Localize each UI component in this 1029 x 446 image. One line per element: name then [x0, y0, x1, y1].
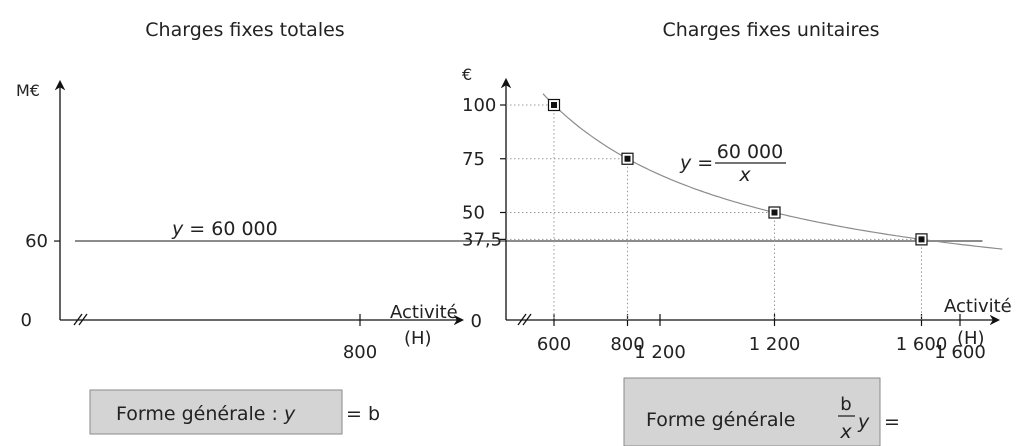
- right-formula-text: Forme générale: [646, 409, 796, 431]
- right-formula-numerator: b: [840, 394, 851, 415]
- right-formula-rest: =: [884, 411, 900, 433]
- left-formula-box: Forme générale : y = b: [89, 389, 380, 435]
- right-axis-break: [517, 313, 532, 326]
- left-y-axis-label: M€: [16, 81, 40, 100]
- right-formula-box: Forme générale b x y =: [623, 377, 900, 446]
- right-y-tick-label: 37,5: [462, 229, 502, 250]
- left-x-tick-label: 1 600: [934, 342, 986, 363]
- left-y-tick-label: 60: [25, 231, 48, 252]
- right-hyperbola-curve: [542, 93, 1003, 250]
- right-curve-label-numerator: 60 000: [717, 141, 783, 163]
- right-x-tick-label: 1 200: [749, 334, 801, 355]
- left-chart-title: Charges fixes totales: [145, 19, 344, 41]
- right-x-axis-label: Activité: [944, 296, 1012, 317]
- left-formula-text: Forme générale : y: [116, 403, 296, 425]
- right-chart: Charges fixes unitaires € 600 800 1 200 1 6…: [462, 19, 1012, 446]
- right-y-tick-label: 0: [471, 311, 482, 332]
- right-formula-denominator: x: [839, 421, 852, 443]
- left-chart: Charges fixes totales M€ 800 1 200 1 60006…: [16, 19, 986, 435]
- right-data-point: [915, 233, 928, 246]
- right-y-tick-label: 50: [462, 203, 485, 224]
- right-curve-label-lhs: y =: [679, 152, 713, 174]
- right-y-axis-label: €: [462, 65, 472, 84]
- right-x-tick-label: 600: [537, 334, 571, 355]
- right-curve-label-denominator: x: [738, 164, 751, 186]
- left-x-tick-label: 1 200: [634, 342, 686, 363]
- right-chart-title: Charges fixes unitaires: [662, 19, 879, 41]
- right-x-tick-label: 800: [610, 334, 644, 355]
- right-formula-var: y: [857, 411, 870, 433]
- left-formula-rest: = b: [346, 403, 380, 425]
- right-data-point: [547, 98, 561, 112]
- left-x-axis-label: Activité: [390, 302, 458, 323]
- left-y-tick-label: 0: [21, 310, 32, 331]
- right-x-tick-label: 1 600: [896, 334, 948, 355]
- right-data-point: [768, 206, 781, 219]
- right-curve-label: y = 60 000 x: [679, 141, 786, 186]
- right-y-tick-label: 100: [462, 95, 496, 116]
- left-axis-break: [73, 313, 88, 326]
- right-y-tick-label: 75: [462, 149, 485, 170]
- right-x-axis-unit: (H): [957, 328, 985, 349]
- left-line-label: y = 60 000: [171, 218, 278, 240]
- left-x-axis-unit: (H): [404, 328, 432, 349]
- right-data-point: [621, 152, 634, 165]
- left-x-tick-label: 800: [343, 342, 377, 363]
